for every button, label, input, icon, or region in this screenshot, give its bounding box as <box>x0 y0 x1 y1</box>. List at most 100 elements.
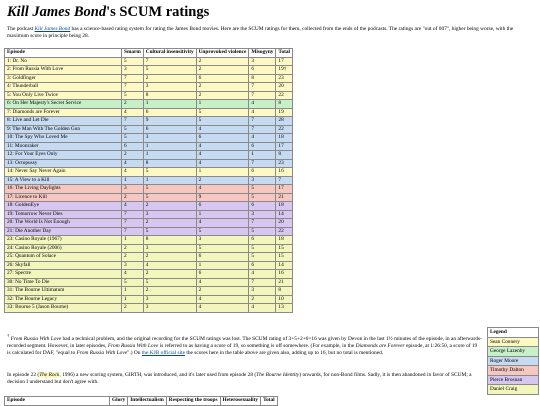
score-cell: 18 <box>275 201 294 211</box>
score-cell: 4 <box>248 269 277 279</box>
score-cell: 3 <box>142 209 197 219</box>
score-cell: 5 <box>142 226 197 236</box>
score-cell: 15 <box>275 252 294 262</box>
score-cell: 22 <box>275 90 294 100</box>
score-cell: 2 <box>142 252 197 262</box>
score-cell: 15 <box>275 243 294 253</box>
legend-row: Daniel Craig <box>487 384 539 395</box>
score-cell: 3 <box>248 209 277 219</box>
table-row: 30: No Time To Die 5 5 4 7 21 <box>4 277 294 287</box>
score-cell: 5 <box>142 192 197 202</box>
table-row: 7: Diamonds are Forever 4 6 5 4 19 <box>4 107 294 117</box>
score-cell: 5 <box>195 243 250 253</box>
score-cell: 8 <box>142 158 197 168</box>
episode-cell: 17: Licence to Kill <box>4 192 122 202</box>
score-cell: 1 <box>121 286 144 296</box>
score-cell: 10 <box>275 294 294 304</box>
score-cell: 2 <box>142 269 197 279</box>
score-cell: 3 <box>142 133 197 143</box>
episode-cell: 19: Tomorrow Never Dies <box>4 209 122 219</box>
score-cell: 5 <box>248 226 277 236</box>
episode-cell: 6: On Her Majesty's Secret Service <box>4 99 122 109</box>
girth-column-header: Glory <box>108 396 129 406</box>
score-cell: 5 <box>121 90 144 100</box>
score-cell: 21 <box>275 277 294 287</box>
score-cell: 1 <box>142 99 197 109</box>
score-cell: 8 <box>142 235 197 245</box>
episode-cell: 16: The Living Daylights <box>4 184 122 194</box>
legend-item: Daniel Craig <box>487 384 539 395</box>
table-row: 10: The Spy Who Loved Me 5 3 6 4 18 <box>4 133 294 143</box>
score-cell: 5 <box>142 277 197 287</box>
legend-row: Roger Moore <box>487 355 539 366</box>
score-cell: 7 <box>121 218 144 228</box>
score-cell: 2 <box>121 243 144 253</box>
column-header: Total <box>275 48 294 58</box>
girth-column-header: Respecting the troops <box>165 396 221 406</box>
score-cell: 1 <box>142 150 197 160</box>
table-row: 33: Bourne 5 (Jason Bourne) 2 3 4 4 13 <box>4 303 294 313</box>
score-cell: 2 <box>195 65 250 75</box>
episode-cell: 20: The World Is Not Enough <box>4 218 122 228</box>
score-cell: 6 <box>248 235 277 245</box>
legend-item: Sean Connery <box>487 336 539 347</box>
score-cell: 21 <box>275 192 294 202</box>
legend-row: Sean Connery <box>487 336 539 347</box>
score-cell: 5 <box>142 167 197 177</box>
table-body: 1: Dr. No 5 7 2 3 17 2: From Russia With Love 3… <box>4 56 294 313</box>
girth-film-2: The Bourne Identity <box>256 372 300 378</box>
episode-cell: 9: The Man With The Golden Gun <box>4 124 122 134</box>
score-cell: 7 <box>121 209 144 219</box>
score-cell: 2 <box>142 286 197 296</box>
intro-text: The podcast <box>7 26 35 32</box>
table-row: 14: Never Say Never Again 4 5 1 6 16 <box>4 167 294 177</box>
episode-cell: 2: From Russia With Love <box>4 65 122 75</box>
score-cell: 1 <box>121 294 144 304</box>
score-cell: 6 <box>248 141 277 151</box>
table-header-row: Episode Smarm Cultural insensitivity Unprov… <box>4 48 294 58</box>
score-cell: 7 <box>248 116 277 126</box>
episode-cell: 25: Quantum of Solace <box>4 252 122 262</box>
score-cell: 20 <box>275 218 294 228</box>
episode-cell: 21: Die Another Day <box>4 226 122 236</box>
score-cell: 5 <box>142 65 197 75</box>
table-row: 6: On Her Majesty's Secret Service 2 1 1 4 8 <box>4 99 294 109</box>
episode-cell: 5: You Only Live Twice <box>4 90 122 100</box>
score-cell: 18 <box>275 133 294 143</box>
score-cell: 2 <box>142 73 197 83</box>
score-cell: 2 <box>195 175 250 185</box>
score-cell: 6 <box>195 73 250 83</box>
score-cell: 9 <box>142 116 197 126</box>
score-cell: 3 <box>248 286 277 296</box>
score-cell: 1 <box>195 99 250 109</box>
score-cell: 3 <box>121 65 144 75</box>
episode-cell: 31: The Bourne Ultimatum <box>4 286 122 296</box>
episode-cell: 30: No Time To Die <box>4 277 122 287</box>
episode-cell: 23: Casino Royale (1967) <box>4 235 122 245</box>
score-cell: 4 <box>195 141 250 151</box>
score-cell: 4 <box>195 124 250 134</box>
score-cell: 7 <box>121 82 144 92</box>
score-cell: 2 <box>121 99 144 109</box>
score-cell: 4 <box>195 303 250 313</box>
score-cell: 4 <box>248 133 277 143</box>
legend-title: Legend <box>487 327 539 338</box>
episode-cell: 18: GoldenEye <box>4 201 122 211</box>
score-cell: 3 <box>142 303 197 313</box>
score-cell: 5 <box>195 226 250 236</box>
score-cell: 1 <box>121 175 144 185</box>
score-cell: 2 <box>142 218 197 228</box>
score-cell: 3 <box>142 294 197 304</box>
table-row: 25: Quantum of Solace 2 2 6 5 15 <box>4 252 294 262</box>
footnote-film: From Russia With Love <box>10 335 62 342</box>
podcast-link[interactable]: Kill James Bond <box>34 26 71 32</box>
episode-cell: 12: For Your Eyes Only <box>4 150 122 160</box>
footnote-text-4: ".) On <box>127 350 142 357</box>
score-cell: 5 <box>195 107 250 117</box>
score-cell: 8 <box>275 286 294 296</box>
score-cell: 4 <box>121 167 144 177</box>
kjb-site-link[interactable]: the KJB official site <box>141 350 185 357</box>
score-cell: 5 <box>121 124 144 134</box>
table-row: 19: Tomorrow Never Dies 7 3 1 3 14 <box>4 209 294 219</box>
